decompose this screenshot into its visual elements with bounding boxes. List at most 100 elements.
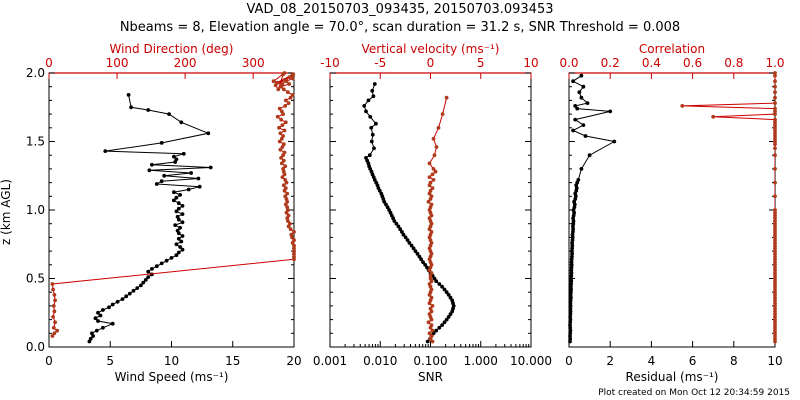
- wind-direction-point: [279, 156, 283, 160]
- correlation-point: [773, 131, 777, 136]
- top-tick-label: -10: [320, 56, 340, 70]
- wind-direction-point: [292, 254, 296, 259]
- wind-speed-point: [94, 328, 99, 333]
- wind-speed-point: [196, 176, 201, 181]
- wind-direction-point: [282, 150, 287, 155]
- wind-speed-point: [107, 305, 111, 310]
- residual-point: [569, 276, 573, 281]
- wind-direction-point: [291, 72, 296, 77]
- wind-speed-point: [180, 212, 185, 217]
- wind-speed-point: [176, 201, 181, 206]
- correlation-point: [773, 221, 777, 226]
- wind-direction-point: [292, 246, 296, 251]
- wind-speed-point: [206, 131, 211, 136]
- correlation-point: [773, 243, 777, 248]
- wind-direction-point: [286, 90, 290, 95]
- snr-point: [446, 293, 451, 297]
- x-tick-label: 2: [606, 354, 614, 368]
- residual-point: [569, 290, 573, 295]
- vertical-velocity-point: [428, 188, 433, 193]
- snr-point: [421, 260, 425, 264]
- wind-speed-point: [162, 173, 167, 178]
- residual-point: [568, 336, 573, 341]
- residual-point: [568, 331, 573, 336]
- wind-direction-point: [275, 114, 280, 119]
- wind-direction-point: [285, 205, 290, 210]
- wind-speed-point: [180, 234, 185, 238]
- wind-speed-point: [159, 261, 164, 266]
- vertical-velocity-point: [433, 169, 438, 174]
- residual-point: [569, 260, 574, 264]
- wind-direction-point: [278, 131, 283, 136]
- snr-point: [450, 298, 455, 303]
- vertical-velocity-point: [429, 202, 434, 207]
- wind-direction-point: [281, 142, 286, 147]
- snr-point: [379, 191, 384, 196]
- wind-speed-point: [159, 179, 164, 184]
- vertical-velocity-point: [431, 136, 436, 141]
- snr-point: [425, 339, 430, 344]
- correlation-point: [773, 268, 777, 273]
- snr-point: [368, 114, 373, 119]
- residual-point: [569, 268, 574, 273]
- snr-point: [401, 232, 406, 237]
- top-tick-label: 1.0: [765, 56, 784, 70]
- wind-direction-point: [271, 79, 276, 84]
- wind-speed-point: [129, 105, 134, 110]
- plot-frame: [48, 72, 295, 348]
- residual-point: [573, 104, 578, 108]
- residual-point: [579, 73, 584, 78]
- correlation-point: [711, 114, 716, 119]
- wind-direction-point: [283, 104, 288, 108]
- top-axis-label: Vertical velocity (ms⁻¹): [362, 42, 500, 56]
- wind-direction-point: [279, 117, 283, 122]
- residual-point: [570, 246, 574, 251]
- correlation-point: [773, 260, 777, 264]
- wind-speed-point: [159, 141, 164, 145]
- snr-point: [415, 251, 420, 256]
- vertical-velocity-point: [426, 320, 431, 325]
- vertical-velocity-point: [444, 95, 449, 100]
- wind-direction-point: [280, 82, 285, 86]
- wind-direction-point: [277, 106, 282, 111]
- residual-point: [587, 153, 592, 158]
- snr-point: [384, 202, 388, 207]
- wind-direction-point: [283, 186, 288, 191]
- top-tick-label: 0.4: [642, 56, 661, 70]
- correlation-point: [773, 194, 777, 199]
- correlation-point: [773, 210, 777, 215]
- vertical-velocity-point: [427, 161, 432, 166]
- top-tick-label: -5: [374, 56, 386, 70]
- correlation-point: [773, 84, 777, 89]
- x-axis-label: Residual (ms⁻¹): [626, 370, 719, 384]
- wind-direction-point: [283, 194, 288, 199]
- y-tick-label: 0.0: [26, 340, 45, 354]
- snr-point: [372, 146, 376, 151]
- correlation-point: [773, 125, 777, 130]
- figure-subtitle: Nbeams = 8, Elevation angle = 70.0°, sca…: [119, 20, 681, 35]
- vertical-velocity-point: [432, 153, 437, 158]
- correlation-point: [773, 279, 777, 284]
- snr-point: [370, 132, 375, 137]
- vertical-velocity-point: [428, 180, 433, 185]
- correlation-point: [773, 293, 777, 297]
- correlation-point: [773, 336, 777, 341]
- wind-direction-point: [286, 213, 291, 218]
- wind-direction-point: [279, 161, 284, 166]
- wind-speed-point: [146, 269, 151, 274]
- vertical-velocity-point: [429, 194, 434, 199]
- wind-speed-point: [176, 236, 181, 241]
- top-axis-label: Wind Direction (deg): [110, 42, 234, 56]
- vertical-velocity-point: [427, 312, 432, 316]
- wind-direction-point: [50, 282, 55, 286]
- correlation-point: [773, 216, 777, 221]
- correlation-point: [773, 120, 777, 125]
- x-tick-label: 10.000: [510, 354, 552, 368]
- snr-point: [437, 282, 442, 286]
- y-axis-label: z (km AGL): [0, 179, 13, 245]
- wind-direction-point: [282, 128, 287, 133]
- residual-point: [573, 117, 578, 122]
- snr-point: [432, 276, 437, 281]
- wind-speed-point: [175, 228, 180, 233]
- wind-speed-point: [174, 253, 179, 258]
